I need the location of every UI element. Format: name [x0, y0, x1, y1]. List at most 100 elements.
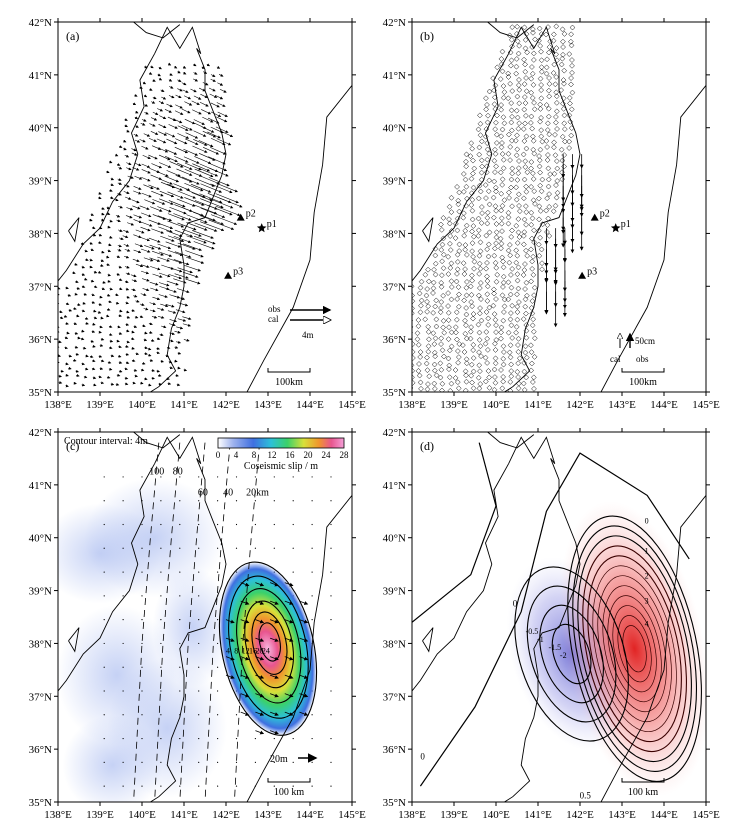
station-marker-icon [424, 367, 431, 373]
station-marker-icon [470, 355, 477, 361]
station-marker-icon [513, 196, 520, 203]
slip-contour-label: 24 [262, 647, 270, 656]
station-marker-icon [508, 176, 515, 183]
grid-dot [235, 737, 238, 740]
distance-scale-bar [621, 778, 665, 783]
displacement-vector [133, 133, 139, 137]
station-marker-icon [522, 349, 529, 356]
grid-dot [217, 761, 219, 763]
grid-dot [103, 785, 105, 787]
station-marker-icon [538, 82, 545, 88]
station-marker-icon [520, 380, 527, 387]
station-marker-icon [499, 203, 506, 209]
station-marker-icon [569, 24, 576, 31]
station-marker-icon [501, 349, 507, 355]
grid-dot [122, 690, 124, 692]
station-marker-icon [545, 152, 551, 158]
station-marker-icon [445, 253, 452, 260]
displacement-vector [133, 214, 143, 219]
y-tick-label: 35°N [383, 797, 406, 809]
station-marker-icon [425, 266, 431, 273]
distance-scale-label: 100km [275, 377, 303, 388]
displacement-vector [109, 235, 113, 239]
east-coastline [504, 458, 581, 802]
positive-contour [597, 575, 672, 723]
displacement-vector [185, 250, 204, 258]
station-marker-icon [492, 260, 499, 266]
displacement-vector [115, 214, 121, 218]
station-marker-icon [529, 379, 536, 385]
slip-background-patch [152, 567, 233, 688]
station-marker-icon [521, 360, 528, 366]
station-marker-icon [536, 157, 543, 164]
station-marker-icon [537, 234, 543, 241]
station-marker-icon [513, 152, 520, 159]
station-marker-icon [566, 138, 573, 145]
station-marker-icon [415, 368, 422, 374]
grid-dot [160, 785, 162, 787]
station-marker-icon [528, 342, 534, 349]
station-marker-icon [471, 265, 477, 272]
slip-vector [299, 600, 309, 605]
station-marker-icon [509, 335, 516, 341]
station-marker-icon [424, 298, 430, 305]
displacement-vector [165, 288, 177, 293]
station-marker-icon [445, 355, 452, 362]
station-marker-icon [546, 75, 552, 81]
displacement-vector [160, 89, 165, 92]
station-marker-icon [478, 176, 485, 183]
displacement-vector [157, 147, 169, 153]
displacement-vector [135, 263, 144, 268]
legend-obs-label: obs [636, 354, 649, 364]
station-marker-icon [530, 57, 537, 63]
grid-dot [217, 571, 219, 573]
station-marker-icon [515, 264, 522, 271]
station-marker-icon [492, 379, 499, 386]
station-marker-icon [493, 322, 499, 329]
station-marker-icon [561, 112, 568, 119]
station-marker-icon [416, 290, 423, 297]
station-marker-icon [485, 253, 492, 260]
grid-dot [311, 619, 313, 621]
station-marker-icon [558, 87, 565, 93]
displacement-vector [125, 301, 129, 305]
grid-dot [330, 737, 332, 740]
slip-background-patch [84, 477, 225, 598]
station-marker-icon [498, 102, 504, 108]
station-marker-icon [529, 64, 535, 70]
west-coastline [58, 463, 155, 692]
station-marker-icon [536, 163, 543, 170]
slip-contour-label: 20 [255, 647, 263, 656]
displacement-vector [81, 285, 86, 289]
station-marker-icon [432, 252, 439, 259]
displacement-vector [149, 206, 163, 212]
station-marker-icon [554, 108, 560, 115]
slip-vector [255, 711, 265, 716]
station-marker-icon [537, 101, 544, 108]
grid-dot [141, 571, 143, 573]
station-marker-icon [546, 131, 553, 138]
grid-dot [273, 476, 275, 478]
station-marker-icon [529, 360, 535, 367]
station-marker-icon [523, 145, 530, 152]
station-marker-icon [544, 127, 551, 133]
colorbar-tick-label: 20 [304, 450, 314, 460]
station-marker-icon [463, 378, 470, 385]
displacement-vector [59, 316, 64, 320]
displacement-vector [93, 270, 98, 274]
grid-dot [141, 761, 143, 763]
station-marker-icon [417, 309, 424, 316]
station-marker-icon [508, 119, 515, 126]
grid-dot [330, 761, 332, 763]
positive-contour [622, 625, 647, 673]
station-marker-icon [538, 188, 545, 195]
displacement-vector [148, 71, 153, 75]
grid-dot [235, 500, 238, 502]
x-tick-label: 140°E [128, 399, 156, 411]
grid-dot [311, 523, 313, 526]
grid-dot [273, 785, 275, 787]
station-marker-icon [455, 201, 462, 208]
displacement-vector [199, 102, 209, 107]
displacement-vector [93, 316, 98, 320]
station-marker-icon [568, 31, 574, 38]
